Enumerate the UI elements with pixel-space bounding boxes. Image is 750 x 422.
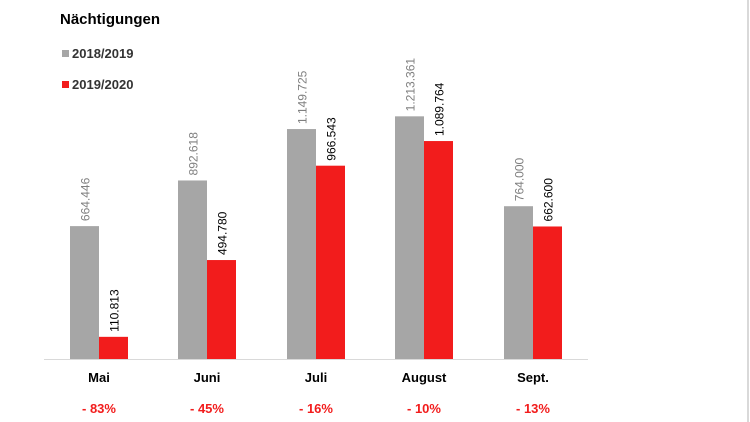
bar-curr-4 [533,226,562,359]
bar-prev-2 [287,129,316,359]
data-label-curr-0: 110.813 [108,289,122,332]
category-label-2: Juli [305,370,327,385]
change-label-1: - 45% [190,401,224,416]
bar-prev-4 [504,206,533,359]
change-label-4: - 13% [516,401,550,416]
bar-prev-3 [395,116,424,360]
legend-swatch-2018-2019 [62,50,69,57]
category-label-3: August [402,370,447,385]
data-label-curr-2: 966.543 [325,117,339,161]
bar-prev-1 [178,180,207,359]
data-label-curr-1: 494.780 [216,211,230,255]
data-label-prev-3: 1.213.361 [404,58,418,112]
data-label-curr-4: 662.600 [542,178,556,222]
change-label-0: - 83% [82,401,116,416]
data-label-prev-1: 892.618 [187,132,201,176]
data-label-prev-4: 764.000 [513,157,527,201]
category-label-1: Juni [194,370,221,385]
category-label-4: Sept. [517,370,549,385]
legend-label-2018-2019: 2018/2019 [72,46,134,61]
legend-label-2019-2020: 2019/2020 [72,77,134,92]
change-label-3: - 10% [407,401,441,416]
bar-curr-0 [99,336,128,359]
legend-item-2018-2019: 2018/2019 [62,46,133,61]
change-label-2: - 16% [299,401,333,416]
data-label-prev-0: 664.446 [79,177,93,221]
right-edge-divider [747,0,749,422]
bar-prev-0 [70,226,99,359]
chart-title: Nächtigungen [60,11,160,28]
bar-curr-2 [316,165,345,359]
legend-item-2019-2020: 2019/2020 [62,77,133,92]
category-label-0: Mai [88,370,110,385]
data-label-prev-2: 1.149.725 [296,70,310,124]
data-label-curr-3: 1.089.764 [433,82,447,136]
bar-curr-1 [207,260,236,359]
bar-curr-3 [424,141,453,359]
legend-swatch-2019-2020 [62,81,69,88]
